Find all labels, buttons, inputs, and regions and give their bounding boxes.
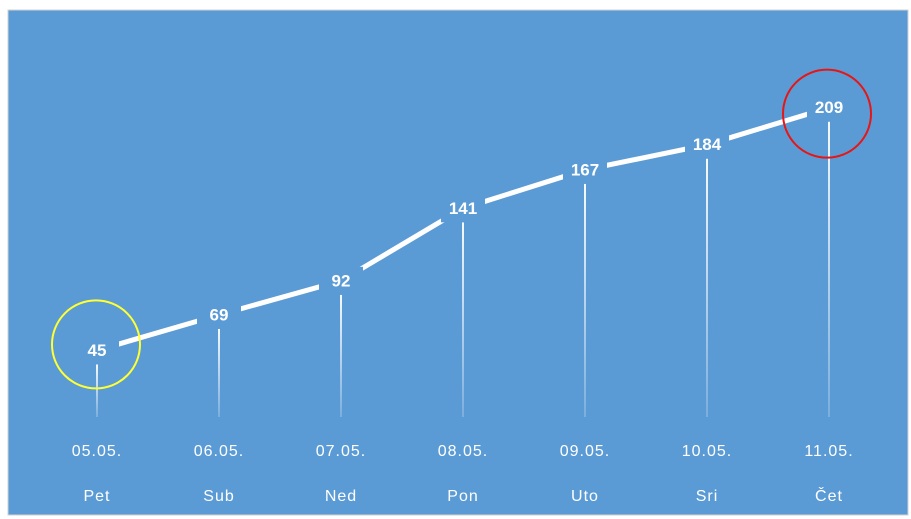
drop-line [340, 294, 342, 417]
label-background [685, 130, 729, 159]
x-tick-label: 08.05. [438, 443, 488, 460]
x-tick-label: 11.05. [804, 443, 853, 460]
weekday-label: Čet [815, 486, 843, 505]
data-label: 69 [210, 305, 229, 324]
highlight-circle [51, 299, 141, 390]
x-tick-label: 07.05. [316, 443, 366, 460]
data-label: 167 [571, 160, 599, 179]
data-label: 184 [693, 135, 722, 154]
drop-line [96, 364, 98, 417]
data-label: 45 [88, 341, 107, 360]
label-background [563, 155, 607, 184]
weekday-label: Sub [203, 488, 234, 505]
drop-line [584, 183, 586, 417]
x-tick-label: 05.05. [72, 443, 122, 460]
drop-line [706, 158, 708, 417]
highlight-circle [782, 68, 872, 159]
data-label: 209 [815, 98, 843, 117]
data-label: 92 [332, 271, 351, 290]
label-background [197, 300, 241, 329]
label-background [807, 93, 851, 122]
weekday-label: Pon [447, 488, 478, 505]
weekday-label: Pet [83, 488, 110, 505]
x-tick-label: 06.05. [194, 443, 244, 460]
label-background [441, 194, 485, 223]
drop-line [462, 222, 464, 417]
plot-background [7, 9, 909, 516]
drop-line [828, 121, 830, 418]
drop-line [218, 328, 220, 417]
label-background [319, 266, 363, 295]
weekday-label: Ned [325, 488, 357, 505]
weekday-label: Sri [696, 488, 719, 505]
x-tick-label: 10.05. [682, 443, 732, 460]
data-label: 141 [449, 199, 477, 218]
weekday-label: Uto [571, 488, 599, 505]
x-tick-label: 09.05. [560, 443, 610, 460]
label-background [75, 336, 119, 365]
